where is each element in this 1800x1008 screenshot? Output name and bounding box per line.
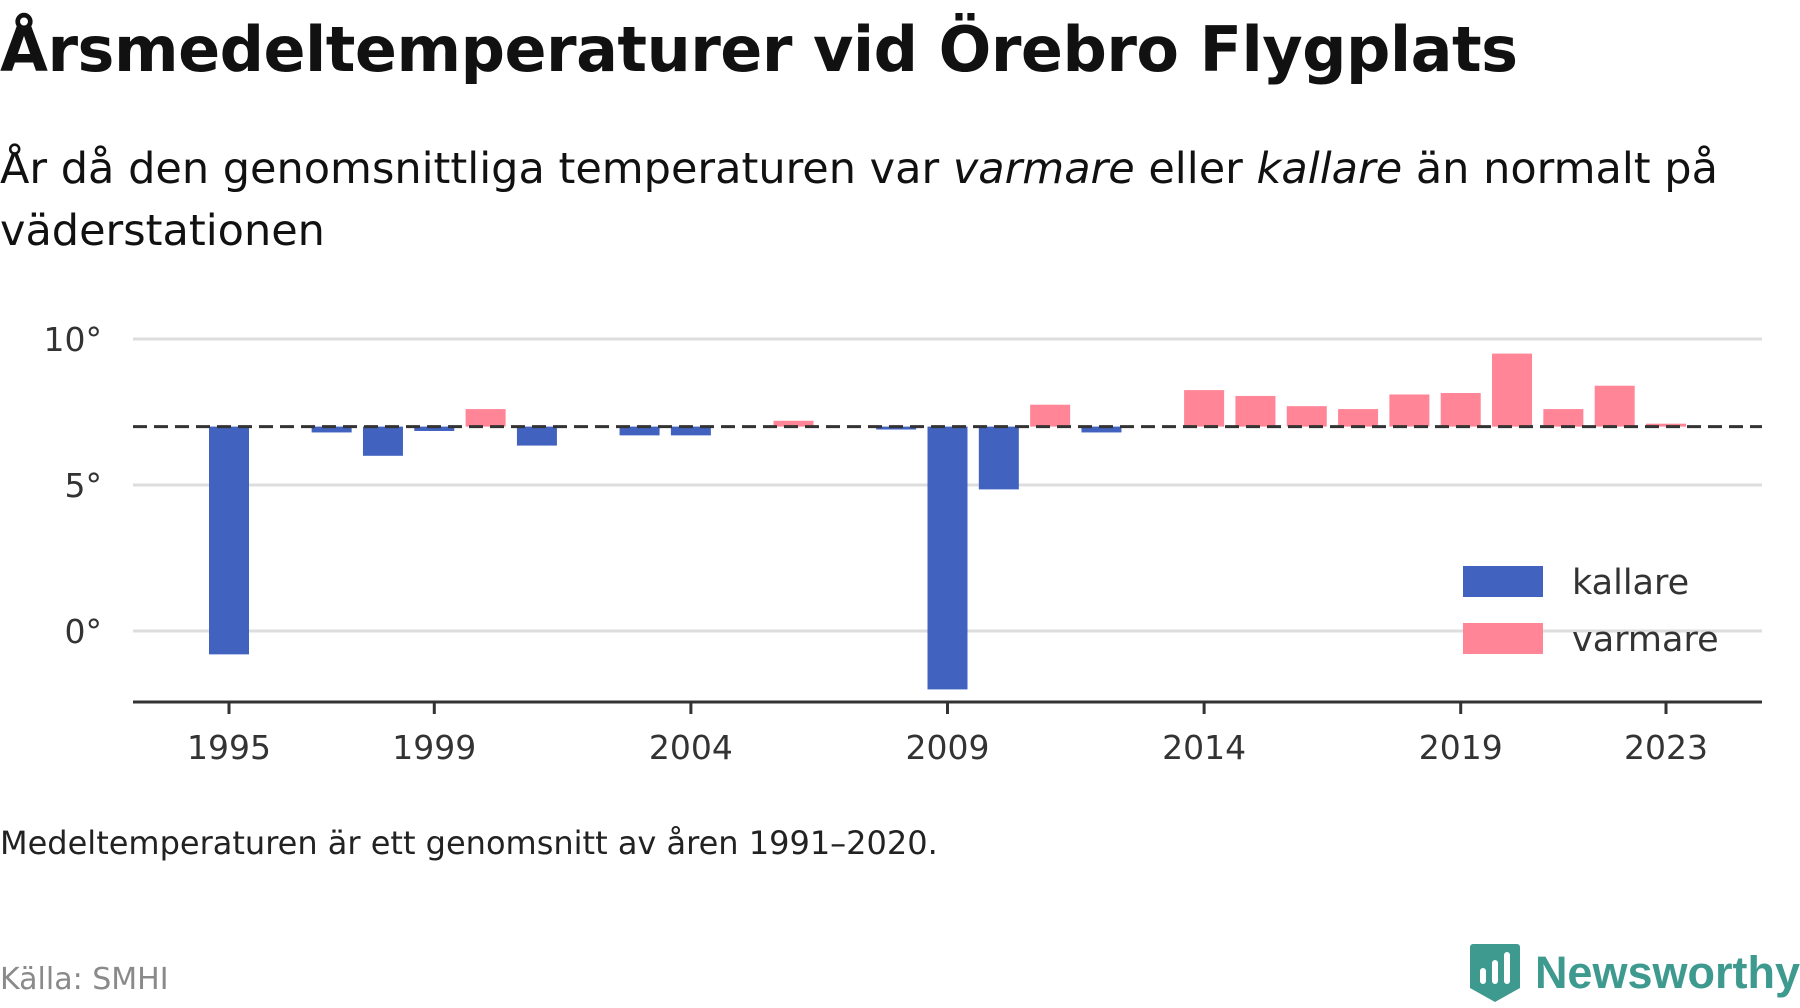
- bar-2019: [1440, 393, 1481, 427]
- bar-2010: [978, 426, 1019, 490]
- bar-2022: [1594, 385, 1635, 427]
- bar-2021: [1543, 409, 1584, 427]
- bar-2020: [1492, 353, 1533, 427]
- bar-2006: [773, 420, 814, 427]
- bar-2016: [1286, 406, 1327, 427]
- subtitle-text-2: eller: [1134, 144, 1257, 194]
- legend-label-varmare: varmare: [1572, 620, 1719, 660]
- bar-2003: [619, 426, 660, 436]
- bar-2009: [927, 426, 968, 690]
- subtitle-cold-word: kallare: [1256, 144, 1403, 194]
- bar-2015: [1235, 395, 1276, 427]
- x-tick-label: 1995: [187, 728, 271, 767]
- x-tick-label: 2023: [1624, 728, 1708, 767]
- chart-title: Årsmedeltemperaturer vid Örebro Flygplat…: [0, 13, 1518, 86]
- x-tick-label: 2014: [1162, 728, 1246, 767]
- bar-2017: [1338, 409, 1379, 427]
- x-tick-label: 2019: [1419, 728, 1503, 767]
- subtitle-text-3: än normalt på väderstationen: [0, 144, 1718, 256]
- bar-2001: [516, 426, 557, 446]
- y-tick-label: 0°: [65, 612, 103, 651]
- footnote: Medeltemperaturen är ett genomsnitt av å…: [0, 824, 938, 862]
- bar-2014: [1184, 390, 1225, 427]
- brand-name: Newsworthy: [1534, 947, 1800, 998]
- brand-logo[interactable]: Newsworthy: [1469, 938, 1800, 1008]
- bar-2004: [670, 426, 711, 436]
- bar-2018: [1389, 394, 1430, 427]
- subtitle-text-1: År då den genomsnittliga temperaturen va…: [0, 144, 953, 194]
- subtitle-warm-word: varmare: [952, 144, 1135, 194]
- legend-label-kallare: kallare: [1572, 563, 1689, 603]
- x-tick-label: 1999: [392, 728, 476, 767]
- x-tick-label: 2004: [649, 728, 733, 767]
- temperature-bar-chart: 0° 5° 10° 1995 1999 2004 2009 2014 2019 2023 kalla…: [44, 320, 1762, 767]
- bar-2000: [465, 409, 506, 427]
- newsworthy-logo-icon: [1469, 944, 1520, 1002]
- bar-1997: [311, 426, 352, 433]
- source-label: Källa: SMHI: [0, 962, 169, 997]
- y-tick-label: 5°: [65, 466, 103, 505]
- bar-2011: [1030, 404, 1071, 427]
- x-tick-label: 2009: [906, 728, 990, 767]
- bar-1995: [209, 426, 249, 655]
- bar-2012: [1081, 426, 1122, 433]
- legend-swatch-kallare: [1463, 566, 1543, 597]
- legend-swatch-varmare: [1463, 623, 1543, 654]
- bar-1999: [414, 426, 455, 431]
- bar-1998: [362, 426, 403, 456]
- y-tick-label: 10°: [44, 320, 103, 359]
- chart-subtitle: År då den genomsnittliga temperaturen va…: [0, 138, 1790, 262]
